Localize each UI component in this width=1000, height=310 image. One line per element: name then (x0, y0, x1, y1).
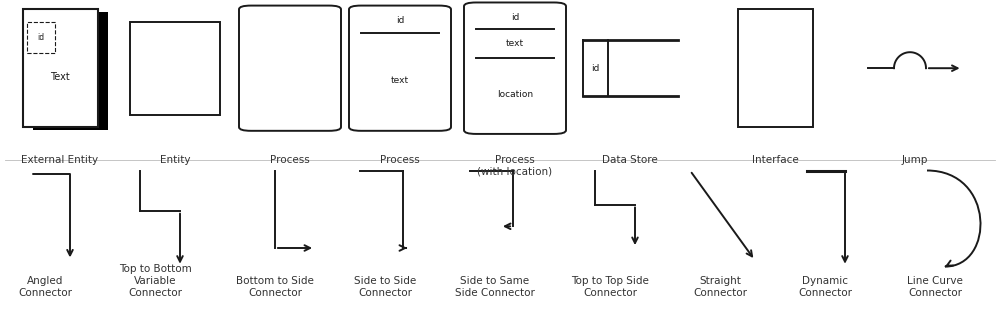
Bar (738, 9, 812, 127)
Bar (26, 22, 54, 53)
Text: Process: Process (270, 155, 310, 165)
FancyBboxPatch shape (464, 2, 566, 134)
Text: Process
(with location): Process (with location) (477, 155, 553, 177)
Text: Line Curve
Connector: Line Curve Connector (907, 276, 963, 298)
FancyBboxPatch shape (239, 6, 341, 131)
Text: id: id (511, 13, 519, 22)
Text: id: id (396, 16, 404, 25)
Bar (22, 9, 98, 127)
FancyBboxPatch shape (349, 6, 451, 131)
Bar (130, 22, 220, 115)
Text: Straight
Connector: Straight Connector (693, 276, 747, 298)
Text: Interface: Interface (752, 155, 798, 165)
Text: Angled
Connector: Angled Connector (18, 276, 72, 298)
Text: id: id (591, 64, 600, 73)
Text: Side to Side
Connector: Side to Side Connector (354, 276, 416, 298)
Text: Process: Process (380, 155, 420, 165)
Text: text: text (506, 39, 524, 48)
Text: location: location (497, 90, 533, 99)
Bar (32, 12, 108, 130)
Text: Data Store: Data Store (602, 155, 658, 165)
Text: Top to Top Side
Connector: Top to Top Side Connector (571, 276, 649, 298)
Text: Entity: Entity (160, 155, 190, 165)
Text: Side to Same
Side Connector: Side to Same Side Connector (455, 276, 535, 298)
Text: External Entity: External Entity (21, 155, 99, 165)
Text: text: text (391, 76, 409, 85)
Text: Text: Text (50, 73, 70, 82)
Text: Bottom to Side
Connector: Bottom to Side Connector (236, 276, 314, 298)
Text: Dynamic
Connector: Dynamic Connector (798, 276, 852, 298)
Text: Top to Bottom
Variable
Connector: Top to Bottom Variable Connector (119, 264, 191, 298)
Text: Jump: Jump (902, 155, 928, 165)
Text: id: id (37, 33, 44, 42)
